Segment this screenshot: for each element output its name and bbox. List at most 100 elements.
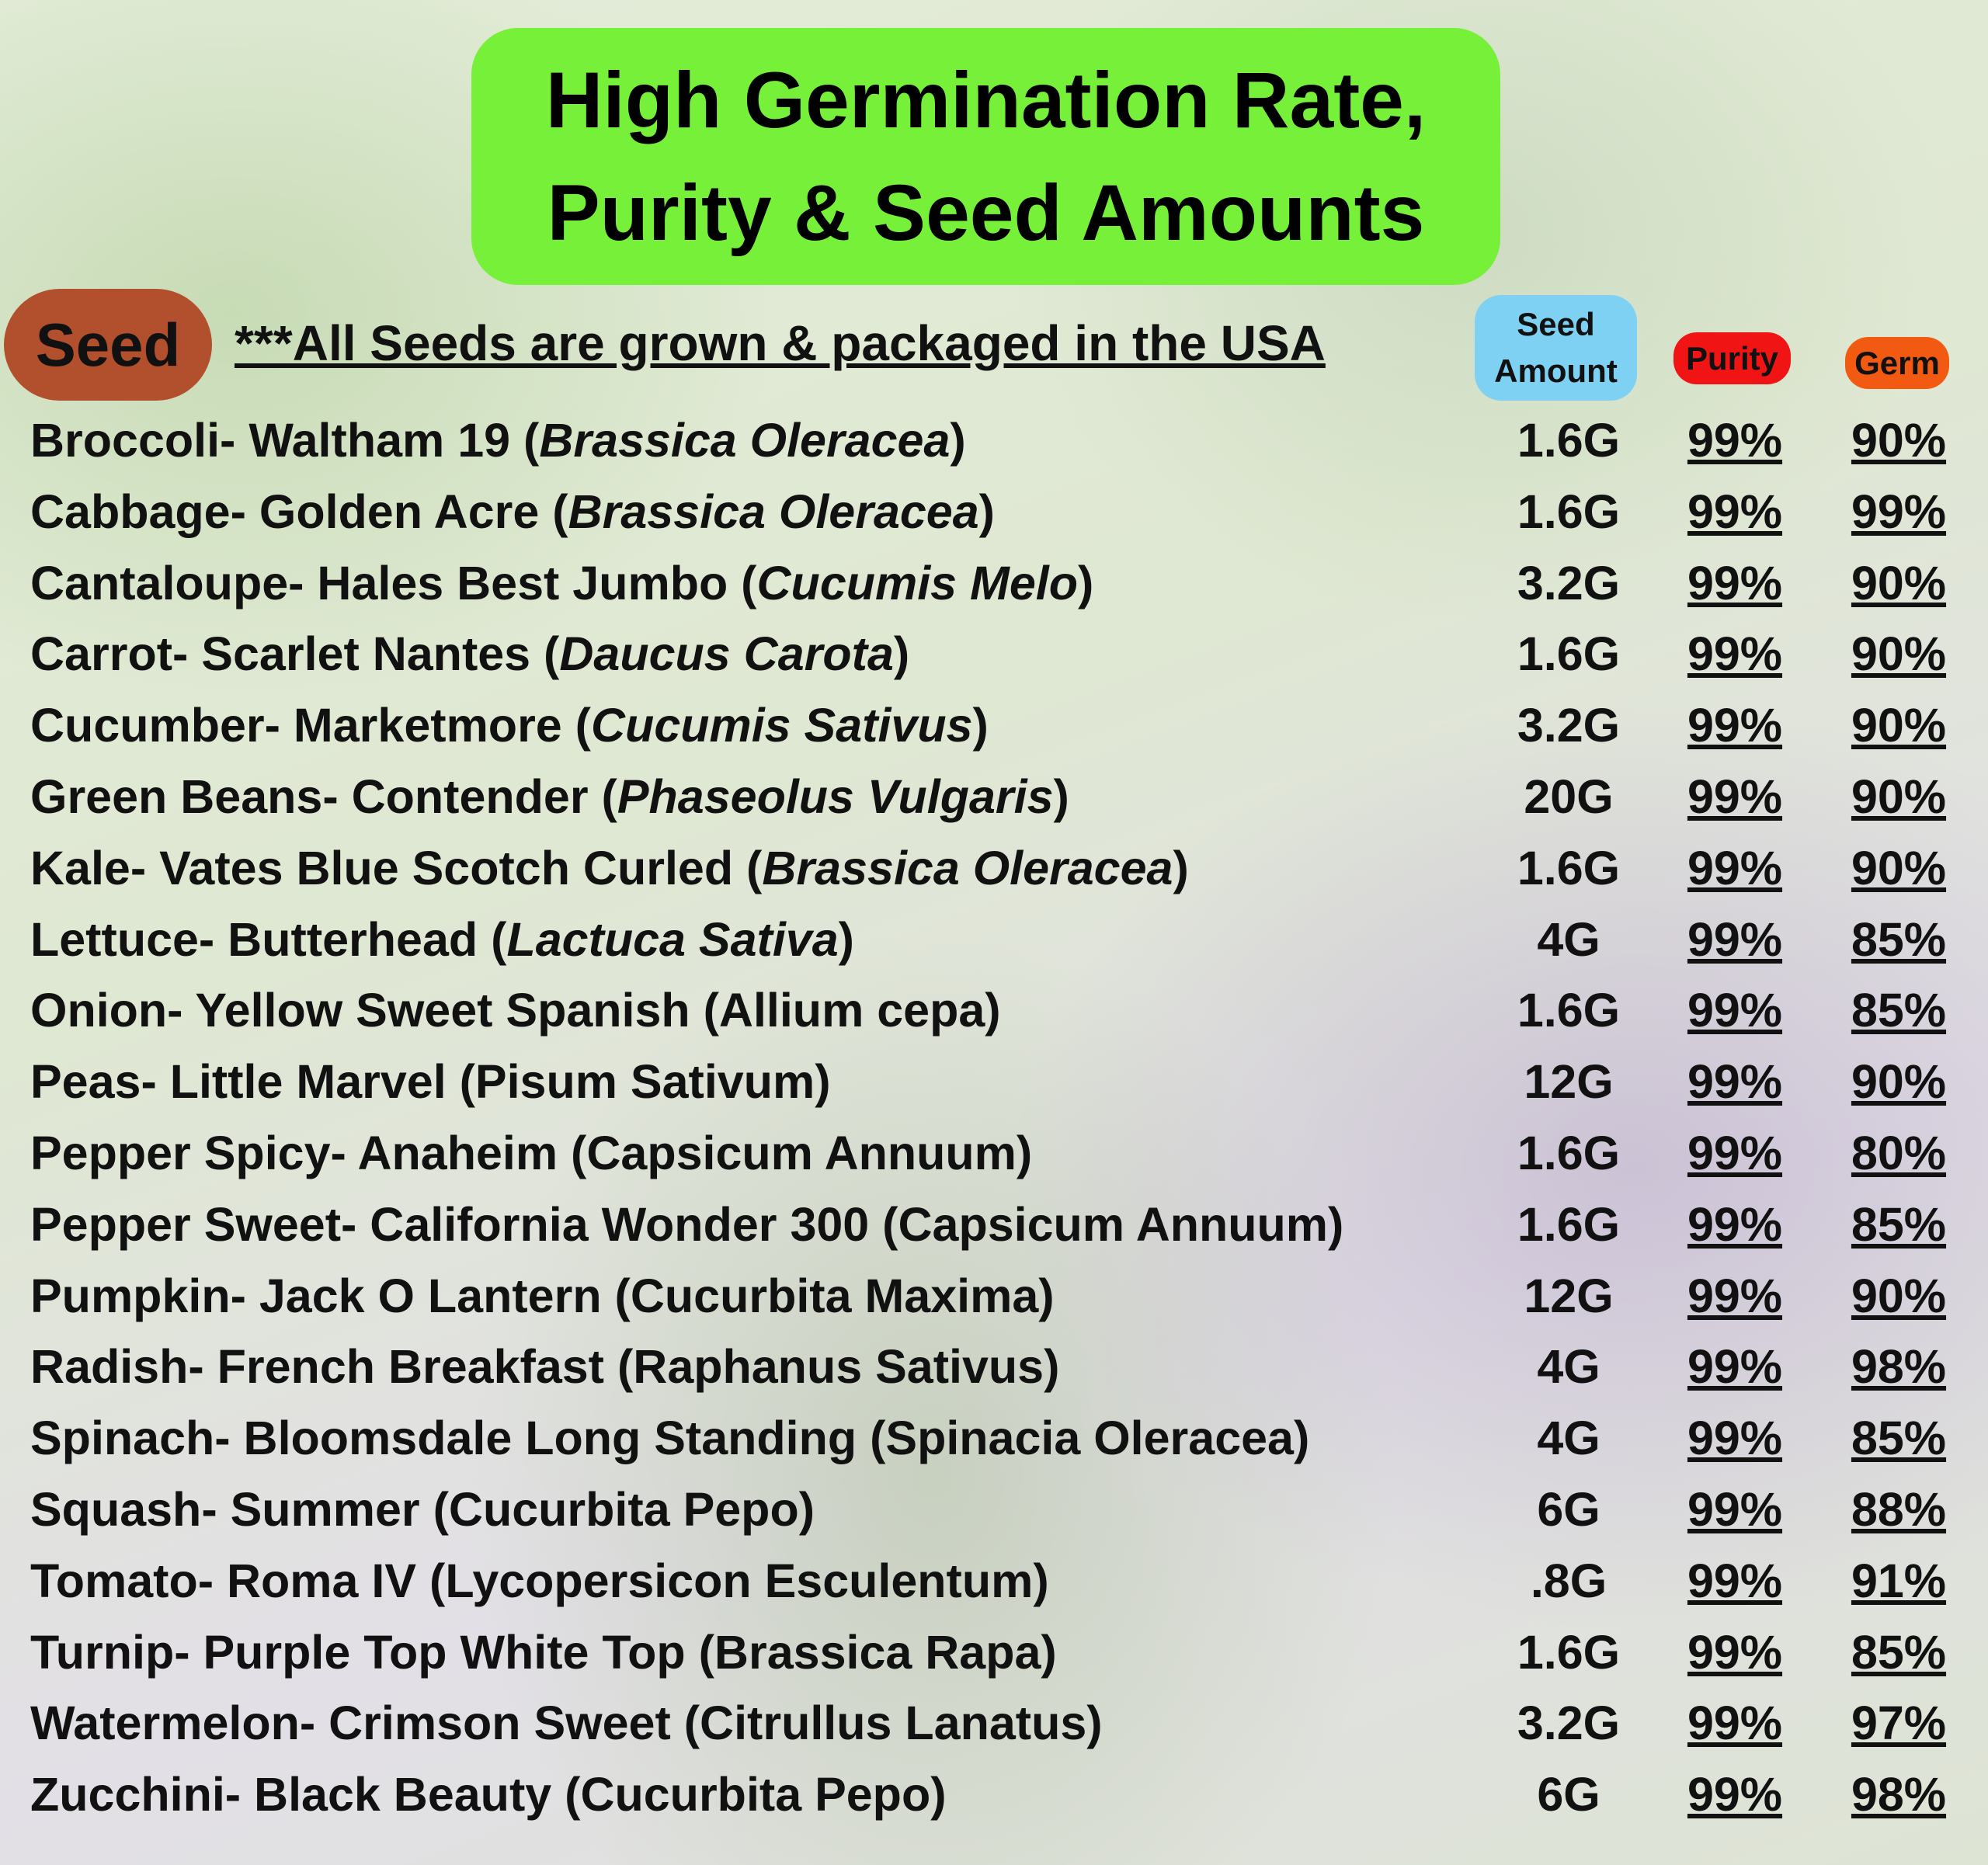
closing: ) [1173, 841, 1189, 894]
germ-value: 85% [1851, 1412, 1947, 1465]
closing: ) [972, 699, 989, 752]
common-name: Tomato- Roma IV (Lycopersicon Esculentum… [30, 1554, 1049, 1607]
common-name: Cabbage- Golden Acre ( [30, 484, 568, 538]
germ-value: 99% [1851, 484, 1947, 538]
scientific-name: Lactuca Sativa [506, 912, 839, 966]
common-name: Spinach- Bloomsdale Long Standing (Spina… [30, 1412, 1310, 1465]
germ-value: 90% [1851, 841, 1947, 894]
purity-value: 99% [1687, 627, 1783, 681]
common-name: Watermelon- Crimson Sweet (Citrullus Lan… [30, 1697, 1103, 1750]
seed-name: Pumpkin- Jack O Lantern (Cucurbita Maxim… [30, 1269, 1055, 1323]
common-name: Carrot- Scarlet Nantes ( [30, 627, 560, 681]
seed-name: Cantaloupe- Hales Best Jumbo (Cucumis Me… [30, 556, 1093, 610]
amount-value: .8G [1530, 1554, 1607, 1607]
header-text: Seed [1517, 306, 1595, 342]
purity-value: 99% [1687, 1340, 1783, 1394]
amount-value: 4G [1537, 1412, 1600, 1465]
germ-value: 90% [1851, 556, 1947, 610]
purity-value: 99% [1687, 1697, 1783, 1750]
germ-value: 90% [1851, 627, 1947, 681]
seed-name: Peas- Little Marvel (Pisum Sativum) [30, 1054, 831, 1109]
germ-value: 90% [1851, 1269, 1947, 1322]
common-name: Pepper Sweet- California Wonder 300 (Cap… [30, 1197, 1344, 1251]
amount-value: 12G [1524, 1055, 1614, 1109]
germ-value: 85% [1851, 1197, 1947, 1251]
scientific-name: Cucumis Sativus [591, 699, 973, 752]
title-line: Purity & Seed Amounts [547, 168, 1425, 257]
seed-name: Radish- French Breakfast (Raphanus Sativ… [30, 1339, 1059, 1394]
amount-value: 3.2G [1517, 556, 1621, 610]
seed-name: Tomato- Roma IV (Lycopersicon Esculentum… [30, 1554, 1049, 1608]
closing: ) [893, 627, 910, 681]
common-name: Green Beans- Contender ( [30, 770, 617, 823]
common-name: Squash- Summer (Cucurbita Pepo) [30, 1483, 815, 1536]
seed-name: Pepper Sweet- California Wonder 300 (Cap… [30, 1197, 1343, 1252]
germ-value: 90% [1851, 699, 1947, 752]
germ-value: 85% [1851, 984, 1947, 1037]
purity-value: 99% [1687, 984, 1783, 1037]
germ-value: 91% [1851, 1554, 1947, 1607]
header-text: Amount [1494, 353, 1618, 389]
seed-name: Turnip- Purple Top White Top (Brassica R… [30, 1625, 1057, 1679]
seed-name: Cabbage- Golden Acre (Brassica Oleracea) [30, 484, 995, 539]
purity-value: 99% [1687, 1055, 1783, 1109]
seed-name: Kale- Vates Blue Scotch Curled (Brassica… [30, 841, 1189, 895]
amount-value: 6G [1537, 1768, 1600, 1822]
purity-value: 99% [1687, 1127, 1783, 1179]
purity-value: 99% [1687, 1768, 1783, 1822]
germ-value: 85% [1851, 912, 1947, 966]
common-name: Kale- Vates Blue Scotch Curled ( [30, 841, 763, 894]
germ-value: 98% [1851, 1768, 1947, 1822]
purity-value: 99% [1687, 841, 1783, 894]
amount-value: 4G [1537, 912, 1600, 966]
germ-value: 85% [1851, 1625, 1947, 1679]
purity-value: 99% [1687, 1269, 1783, 1322]
purity-value: 99% [1687, 1625, 1783, 1679]
scientific-name: Phaseolus Vulgaris [617, 770, 1054, 823]
amount-value: 1.6G [1517, 984, 1621, 1037]
scientific-name: Daucus Carota [559, 627, 894, 681]
amount-value: 20G [1524, 770, 1614, 823]
seed-name: Pepper Spicy- Anaheim (Capsicum Annuum) [30, 1126, 1032, 1180]
seed-name: Carrot- Scarlet Nantes (Daucus Carota) [30, 627, 909, 681]
purity-value: 99% [1687, 1554, 1783, 1607]
amount-value: 1.6G [1517, 414, 1621, 467]
seed-name: Squash- Summer (Cucurbita Pepo) [30, 1482, 815, 1537]
amount-value: 1.6G [1517, 484, 1621, 538]
seed-name: Cucumber- Marketmore (Cucumis Sativus) [30, 698, 989, 752]
title-box: High Germination Rate, Purity & Seed Amo… [471, 28, 1500, 285]
common-name: Lettuce- Butterhead ( [30, 912, 507, 966]
purity-value: 99% [1687, 1197, 1783, 1251]
amount-value: 4G [1537, 1340, 1600, 1394]
purity-value: 99% [1687, 484, 1783, 538]
amount-value: 3.2G [1517, 699, 1621, 752]
seed-name: Broccoli- Waltham 19 (Brassica Oleracea) [30, 413, 966, 467]
common-name: Cucumber- Marketmore ( [30, 699, 591, 752]
amount-header: Seed Amount [1475, 295, 1637, 401]
common-name: Onion- Yellow Sweet Spanish (Allium cepa… [30, 984, 1001, 1037]
common-name: Radish- French Breakfast (Raphanus Sativ… [30, 1340, 1060, 1394]
common-name: Pepper Spicy- Anaheim (Capsicum Annuum) [30, 1127, 1033, 1179]
purity-header: Purity [1673, 332, 1791, 384]
common-name: Peas- Little Marvel (Pisum Sativum) [30, 1055, 831, 1109]
purity-value: 99% [1687, 414, 1783, 467]
common-name: Turnip- Purple Top White Top (Brassica R… [30, 1625, 1057, 1679]
purity-value: 99% [1687, 699, 1783, 752]
scientific-name: Brassica Oleracea [568, 484, 979, 538]
common-name: Cantaloupe- Hales Best Jumbo ( [30, 556, 757, 610]
title-line: High Germination Rate, [545, 55, 1427, 144]
amount-value: 1.6G [1517, 841, 1621, 894]
common-name: Pumpkin- Jack O Lantern (Cucurbita Maxim… [30, 1269, 1055, 1322]
closing: ) [838, 912, 854, 966]
purity-value: 99% [1687, 770, 1783, 823]
seed-name: Watermelon- Crimson Sweet (Citrullus Lan… [30, 1696, 1103, 1750]
amount-value: 1.6G [1517, 1197, 1621, 1251]
seed-label: Seed [4, 289, 212, 401]
closing: ) [950, 414, 966, 467]
amount-value: 1.6G [1517, 1127, 1621, 1179]
germ-header: Germ [1845, 337, 1949, 389]
purity-value: 99% [1687, 556, 1783, 610]
amount-value: 6G [1537, 1483, 1600, 1536]
scientific-name: Cucumis Melo [756, 556, 1079, 610]
